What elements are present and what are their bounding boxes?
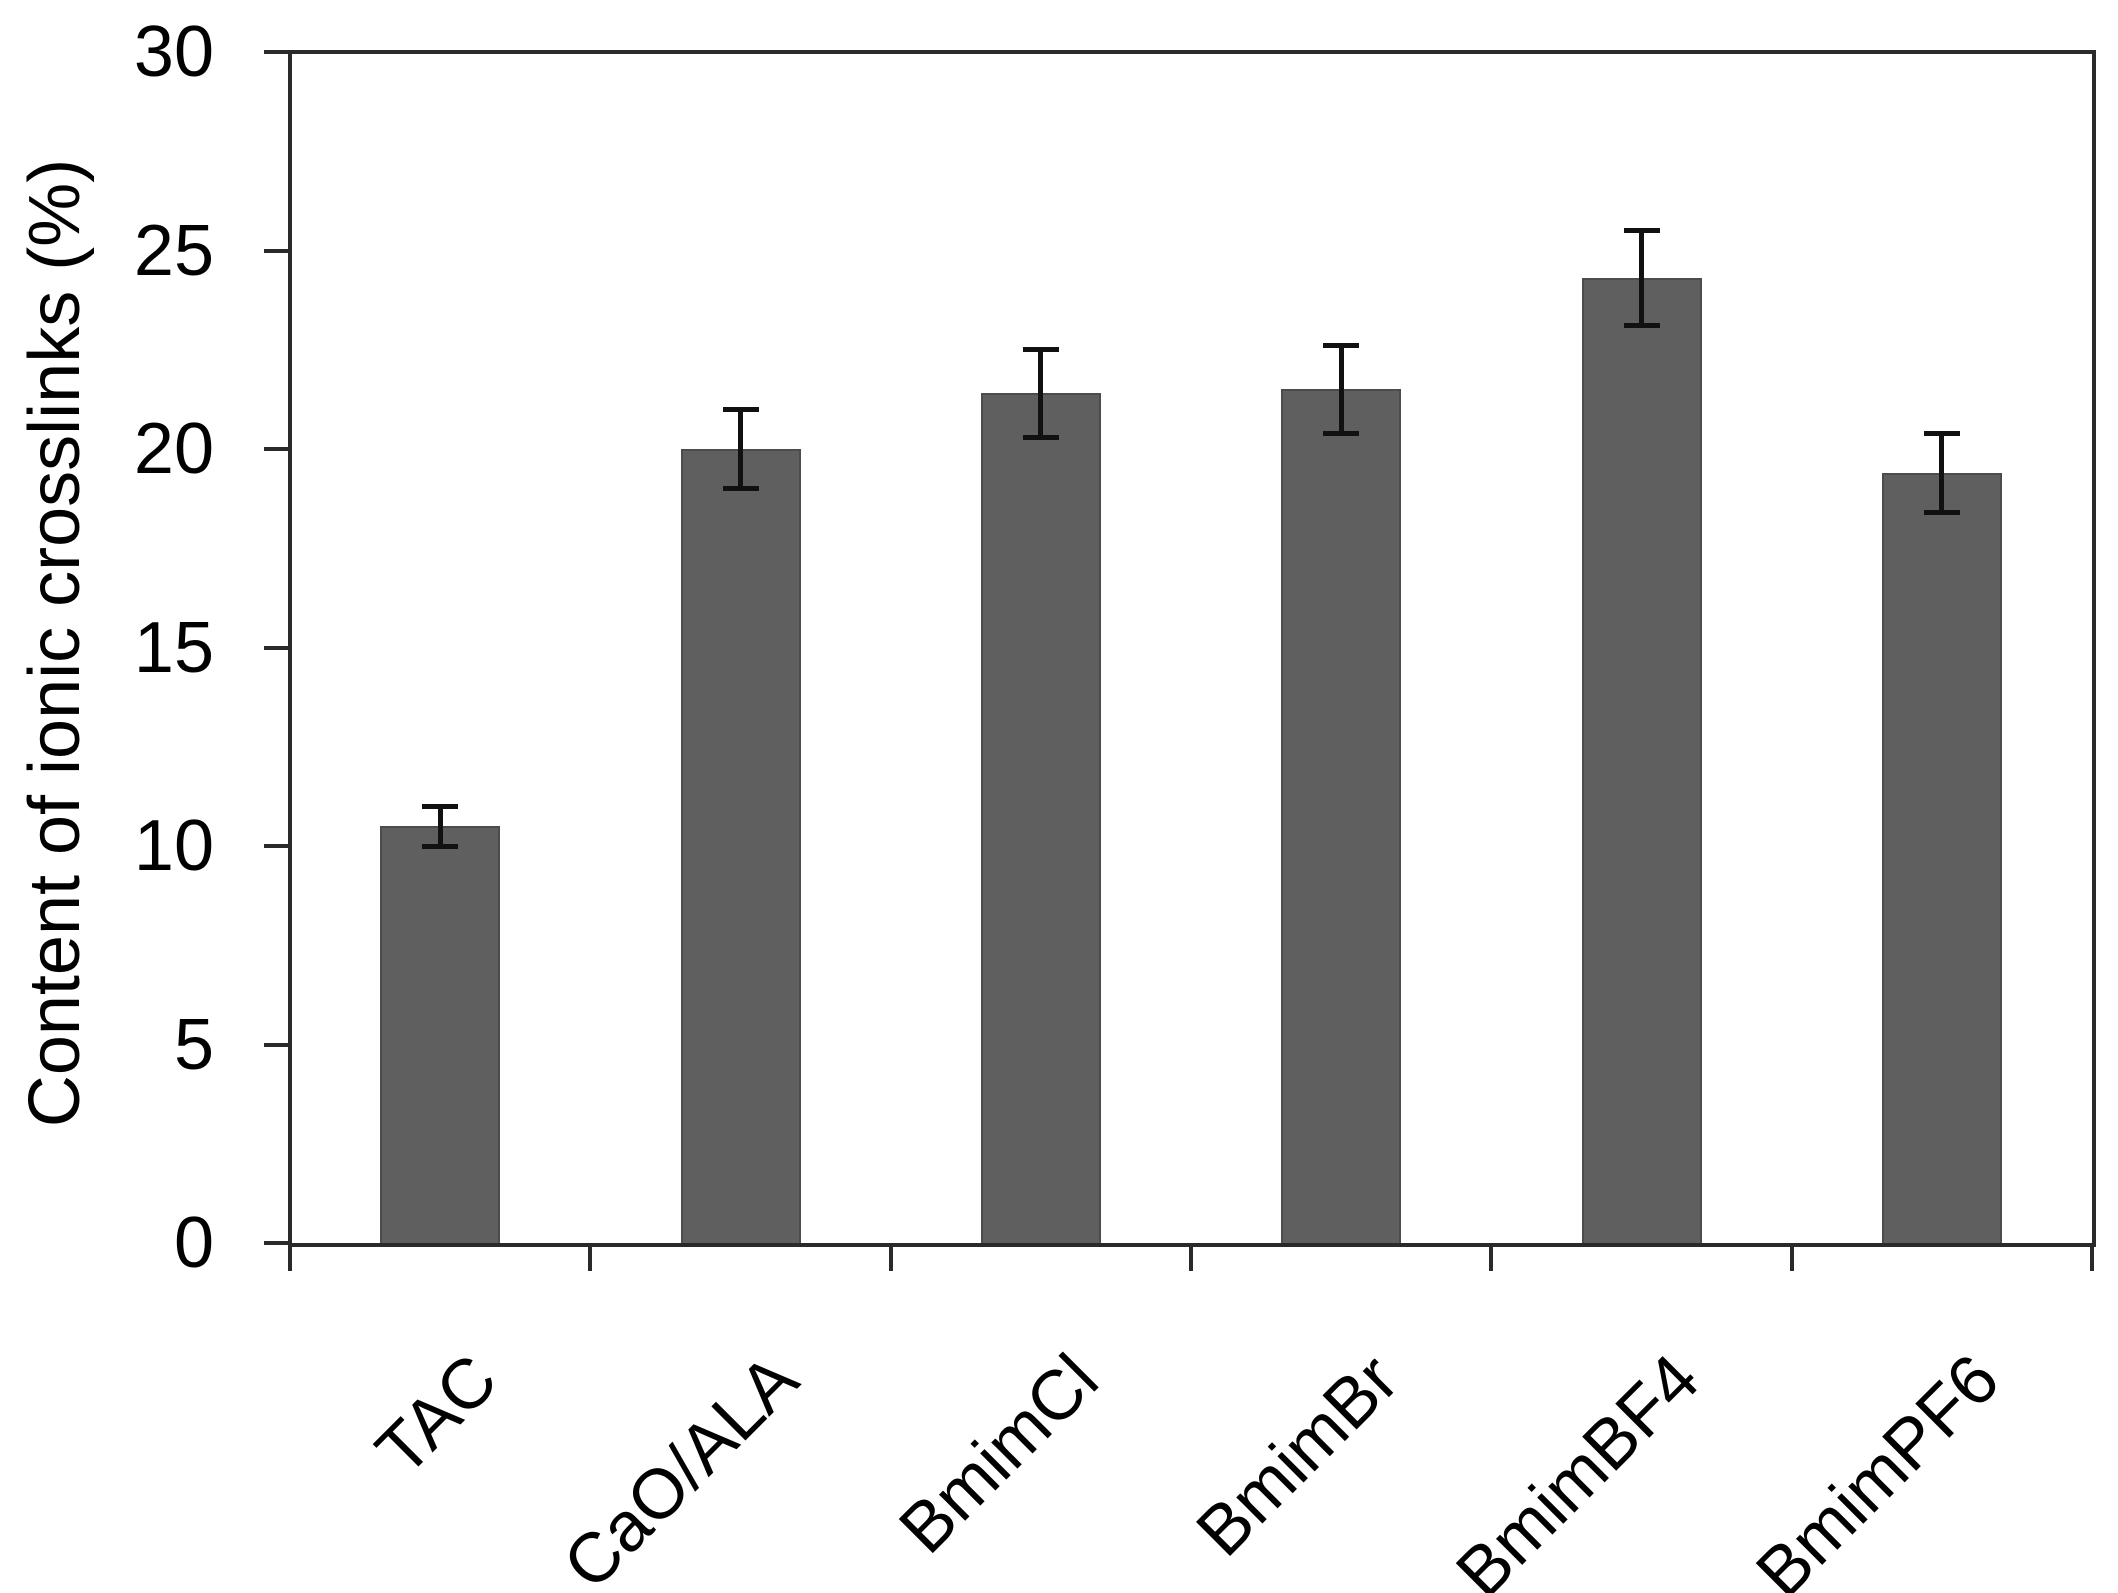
y-tick-label: 10 xyxy=(133,806,214,886)
x-category-label: BmimPF6 xyxy=(1740,1339,2014,1593)
x-tick-mark xyxy=(588,1245,593,1271)
error-bar-cap xyxy=(1323,343,1360,349)
y-tick-label: 0 xyxy=(173,1203,214,1283)
error-bar-cap xyxy=(1623,323,1660,329)
error-bar-cap xyxy=(722,486,759,492)
error-bar-cap xyxy=(422,843,459,849)
error-bar-line xyxy=(1338,345,1344,434)
error-bar-line xyxy=(1639,230,1644,326)
error-bar-line xyxy=(738,409,743,489)
error-bar-line xyxy=(437,806,443,846)
error-bar-cap xyxy=(1923,510,1960,516)
y-tick-mark xyxy=(264,844,290,848)
x-tick-mark xyxy=(1189,1245,1193,1271)
error-bar-cap xyxy=(1022,434,1059,440)
x-tick-mark xyxy=(1489,1245,1494,1271)
x-category-label: BmimCl xyxy=(884,1339,1113,1568)
error-bar-cap xyxy=(1022,347,1059,353)
error-bar-cap xyxy=(1323,430,1360,436)
y-tick-label: 25 xyxy=(133,210,214,291)
bar xyxy=(980,393,1101,1243)
x-tick-mark xyxy=(888,1245,893,1271)
error-bar-cap xyxy=(722,406,759,412)
error-bar-cap xyxy=(1623,228,1660,234)
y-tick-label: 5 xyxy=(173,1004,214,1085)
y-tick-label: 15 xyxy=(133,607,214,688)
error-bar-line xyxy=(1939,433,1945,513)
x-category-label: BmimBr xyxy=(1181,1339,1413,1571)
y-tick-label: 20 xyxy=(133,409,214,489)
bar xyxy=(1881,472,2002,1243)
error-bar-line xyxy=(1038,349,1044,438)
error-bar-cap xyxy=(1923,430,1960,436)
y-tick-mark xyxy=(264,447,290,451)
x-category-label: BmimBF4 xyxy=(1440,1339,1714,1593)
y-tick-mark xyxy=(264,50,290,54)
y-tick-mark xyxy=(264,1042,290,1047)
bar xyxy=(380,826,501,1243)
y-tick-mark xyxy=(264,248,290,253)
plot-area-frame xyxy=(288,50,2096,1247)
y-tick-mark xyxy=(264,1241,290,1245)
x-tick-mark xyxy=(2090,1245,2094,1271)
x-tick-mark xyxy=(1789,1245,1794,1271)
x-tick-mark xyxy=(288,1245,292,1271)
bar xyxy=(1581,278,1702,1243)
bar xyxy=(1281,389,1402,1243)
x-category-label: TAC xyxy=(361,1339,512,1490)
error-bar-cap xyxy=(422,803,459,809)
y-tick-label: 30 xyxy=(133,12,214,92)
y-tick-mark xyxy=(264,645,290,650)
x-category-label: CaO/ALA xyxy=(547,1339,813,1593)
